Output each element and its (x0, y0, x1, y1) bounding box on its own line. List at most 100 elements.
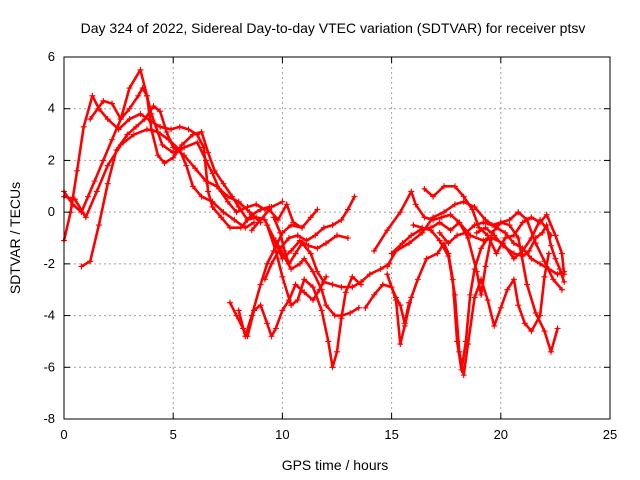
data-point (292, 281, 299, 288)
data-point (229, 193, 236, 200)
y-tick-label: -8 (43, 411, 55, 426)
data-point (342, 289, 349, 296)
data-point (552, 255, 559, 262)
data-point (299, 224, 306, 231)
series-line (88, 86, 350, 260)
x-axis-label: GPS time / hours (282, 457, 389, 473)
data-point (519, 253, 526, 260)
data-point (430, 193, 437, 200)
series-line (62, 128, 256, 229)
data-point (299, 240, 306, 247)
data-point (159, 141, 166, 148)
data-point (161, 160, 168, 167)
data-point (377, 266, 384, 273)
plot-frame (63, 56, 611, 420)
data-point (150, 103, 157, 110)
data-point (412, 201, 419, 208)
data-point (246, 209, 253, 216)
data-point (264, 260, 271, 267)
data-point (309, 284, 316, 291)
data-point (355, 304, 362, 311)
data-point (163, 128, 170, 135)
data-point (349, 273, 356, 280)
data-point (388, 250, 395, 257)
data-point (157, 108, 164, 115)
data-point (312, 232, 319, 239)
data-point (216, 185, 223, 192)
data-point (93, 188, 100, 195)
data-point (233, 312, 240, 319)
data-point (526, 247, 533, 254)
data-point (301, 289, 308, 296)
data-point (168, 126, 175, 133)
data-point (510, 250, 517, 257)
series-line (412, 223, 551, 377)
data-point (279, 307, 286, 314)
data-point (473, 268, 480, 275)
data-point (515, 302, 522, 309)
data-point (323, 302, 330, 309)
data-point (233, 209, 240, 216)
data-point (456, 219, 463, 226)
data-point (292, 250, 299, 257)
data-point (528, 255, 535, 262)
data-point (133, 123, 140, 130)
data-point (124, 131, 131, 138)
data-point (69, 201, 76, 208)
data-point (548, 348, 555, 355)
data-point (285, 297, 292, 304)
data-point (447, 227, 454, 234)
data-point (137, 66, 144, 73)
data-point (338, 284, 345, 291)
data-point (268, 333, 275, 340)
data-point (307, 214, 314, 221)
data-point (78, 263, 85, 270)
data-point (248, 312, 255, 319)
data-point (231, 216, 238, 223)
data-point (301, 255, 308, 262)
data-point (510, 232, 517, 239)
data-point (251, 219, 258, 226)
x-tick-label: 10 (275, 427, 289, 442)
data-point (358, 281, 365, 288)
data-point (109, 136, 116, 143)
data-point (537, 219, 544, 226)
data-point (475, 224, 482, 231)
series-arc-13 (362, 281, 413, 327)
series-line (272, 216, 391, 289)
data-point (309, 297, 316, 304)
data-point (329, 222, 336, 229)
data-point (497, 304, 504, 311)
data-point (82, 214, 89, 221)
data-point (104, 116, 111, 123)
series-arc-1 (61, 126, 258, 231)
data-point (541, 273, 548, 280)
data-point (436, 237, 443, 244)
data-point (460, 372, 467, 379)
data-point (126, 105, 133, 112)
data-point (504, 286, 511, 293)
data-point (397, 302, 404, 309)
data-point (194, 139, 201, 146)
data-point (489, 222, 496, 229)
data-point (451, 291, 458, 298)
data-point (135, 92, 142, 99)
data-point (392, 297, 399, 304)
series-arc-12 (248, 201, 321, 234)
data-point (384, 263, 391, 270)
data-point (220, 209, 227, 216)
data-point (406, 240, 413, 247)
data-point (441, 209, 448, 216)
y-tick-label: -2 (43, 256, 55, 271)
data-point (447, 211, 454, 218)
data-point (89, 92, 96, 99)
data-point (264, 222, 271, 229)
data-point (78, 209, 85, 216)
series-line (475, 223, 566, 284)
data-point (202, 178, 209, 185)
data-point (497, 219, 504, 226)
data-point (537, 312, 544, 319)
data-point (253, 201, 260, 208)
data-point (224, 198, 231, 205)
x-tick-label: 15 (384, 427, 398, 442)
